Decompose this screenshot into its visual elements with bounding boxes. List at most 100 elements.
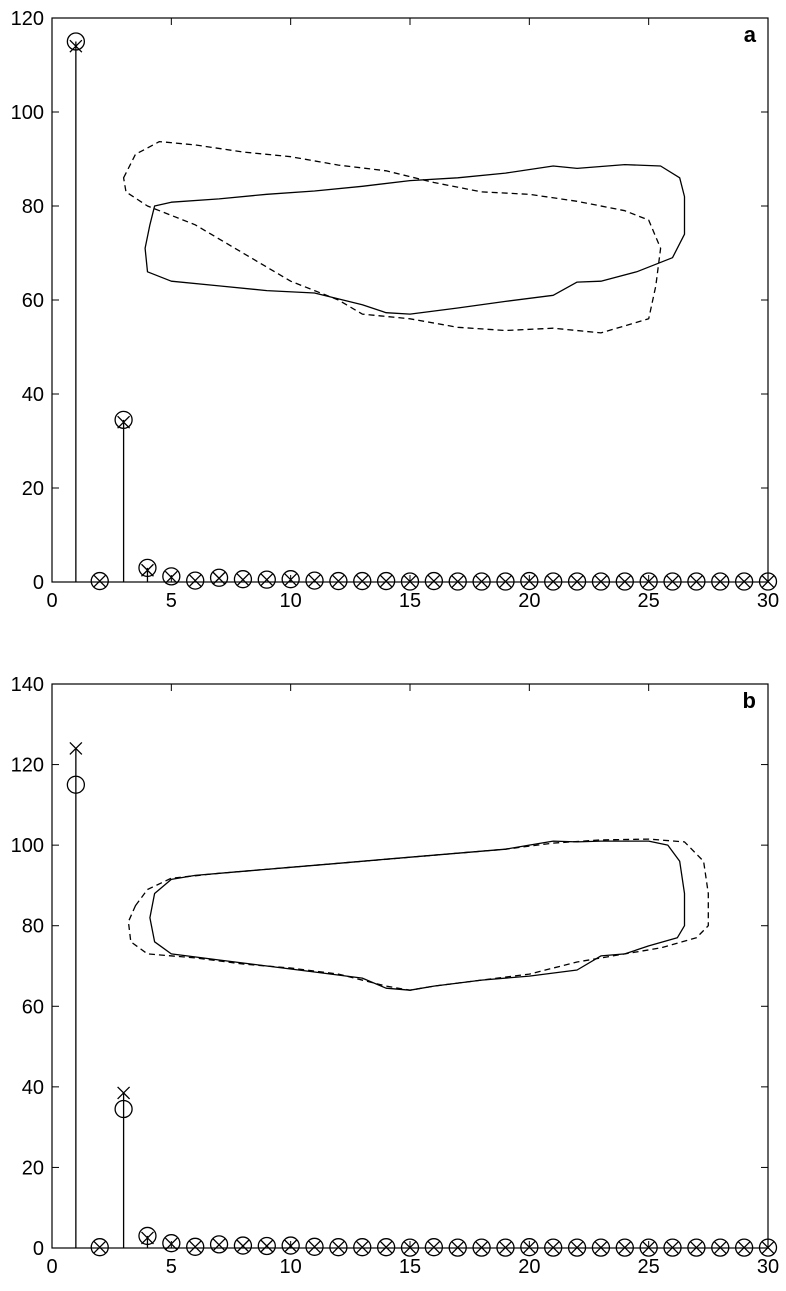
circle-marker xyxy=(138,1226,157,1246)
x-marker xyxy=(93,574,107,588)
x-tick-label: 10 xyxy=(280,1256,302,1278)
circle-marker xyxy=(90,1238,109,1257)
panel-label: a xyxy=(744,22,757,47)
x-marker xyxy=(499,1241,512,1255)
circle-marker xyxy=(544,572,563,591)
x-marker xyxy=(451,575,465,588)
circle-marker xyxy=(687,572,706,591)
x-tick-label: 5 xyxy=(166,1256,177,1278)
x-marker xyxy=(93,1240,107,1254)
x-tick-label: 30 xyxy=(757,590,779,612)
x-tick-label: 15 xyxy=(399,1256,421,1278)
x-marker xyxy=(618,575,632,588)
y-tick-label: 140 xyxy=(11,674,44,696)
x-marker xyxy=(403,575,417,588)
panel-b: 0 5 10 15 20 25 30 0 20 40 60 80 100 120 140 b xyxy=(11,674,780,1278)
y-tick-label: 0 xyxy=(33,572,44,594)
circle-marker xyxy=(400,1238,420,1257)
circle-marker xyxy=(162,1234,181,1253)
circle-marker xyxy=(138,558,157,578)
circle-marker xyxy=(329,1238,348,1257)
circle-marker xyxy=(376,1238,396,1257)
x-marker xyxy=(69,39,83,53)
x-tick-label: 20 xyxy=(518,590,540,612)
x-marker xyxy=(522,1240,536,1254)
x-tick-label: 30 xyxy=(757,1256,779,1278)
circle-marker xyxy=(209,568,229,587)
y-tick-label: 80 xyxy=(22,916,44,938)
x-marker xyxy=(737,1241,751,1255)
circle-marker xyxy=(711,1238,730,1257)
y-tick-label: 120 xyxy=(11,8,44,30)
circle-marker xyxy=(400,572,420,591)
circle-marker xyxy=(114,1099,133,1119)
axes-frame xyxy=(51,683,769,1249)
x-marker xyxy=(689,1241,703,1255)
x-marker xyxy=(236,573,250,587)
circle-marker xyxy=(353,1238,372,1257)
circle-marker xyxy=(615,572,634,591)
circle-marker xyxy=(496,1238,515,1257)
x-marker xyxy=(379,574,393,588)
x-marker xyxy=(331,574,345,588)
x-tick-label: 25 xyxy=(638,1256,660,1278)
y-tick-label: 20 xyxy=(22,1157,44,1179)
panel-a: 0 5 10 15 20 25 30 0 20 40 60 80 100 120 a xyxy=(11,8,780,612)
solid-contour xyxy=(144,163,686,315)
x-marker xyxy=(117,1086,131,1100)
circle-marker xyxy=(66,775,86,794)
x-marker xyxy=(666,1241,679,1255)
circle-marker xyxy=(615,1238,634,1257)
circle-marker xyxy=(305,571,324,590)
y-tick-label: 100 xyxy=(11,835,44,857)
axes-frame xyxy=(51,17,769,583)
x-tick-label: 10 xyxy=(280,590,302,612)
circle-marker xyxy=(520,1238,539,1257)
x-marker xyxy=(689,575,703,588)
x-marker xyxy=(164,570,178,584)
x-marker xyxy=(737,575,751,588)
circle-marker xyxy=(186,571,205,590)
circle-marker xyxy=(663,1238,682,1257)
x-marker xyxy=(141,563,154,577)
circle-marker xyxy=(496,572,515,591)
x-marker xyxy=(260,1239,274,1253)
x-marker xyxy=(284,1239,298,1253)
x-marker xyxy=(355,1240,369,1254)
x-marker xyxy=(331,1240,345,1254)
x-marker xyxy=(212,571,226,585)
y-tick-label: 120 xyxy=(11,755,44,777)
circle-marker xyxy=(639,572,658,591)
circle-marker xyxy=(233,1236,253,1255)
x-marker xyxy=(522,574,536,588)
x-marker xyxy=(451,1241,465,1255)
x-marker xyxy=(642,1241,656,1255)
x-marker xyxy=(713,1241,727,1255)
x-marker xyxy=(141,1231,154,1245)
y-tick-label: 60 xyxy=(22,290,44,312)
y-tick-label: 100 xyxy=(11,102,44,124)
x-tick-label: 25 xyxy=(638,590,660,612)
circle-marker xyxy=(186,1237,205,1256)
circle-marker xyxy=(448,572,467,591)
x-tick-label: 0 xyxy=(46,590,57,612)
circle-marker xyxy=(567,572,587,591)
x-marker xyxy=(403,1241,417,1255)
y-tick-label: 80 xyxy=(22,196,44,218)
dashed-contour xyxy=(127,838,709,991)
x-marker xyxy=(427,1240,441,1254)
x-tick-label: 20 xyxy=(518,1256,540,1278)
circle-marker xyxy=(281,1236,300,1255)
x-marker xyxy=(594,1241,608,1255)
x-marker xyxy=(666,575,679,588)
circle-marker xyxy=(687,1238,706,1257)
circle-marker xyxy=(734,1238,754,1257)
circle-marker xyxy=(639,1238,658,1257)
circle-marker xyxy=(376,571,396,591)
circle-marker xyxy=(424,1238,444,1257)
x-marker xyxy=(308,1240,321,1254)
circle-marker xyxy=(711,572,730,591)
circle-marker xyxy=(734,572,754,591)
circle-marker xyxy=(329,571,348,591)
